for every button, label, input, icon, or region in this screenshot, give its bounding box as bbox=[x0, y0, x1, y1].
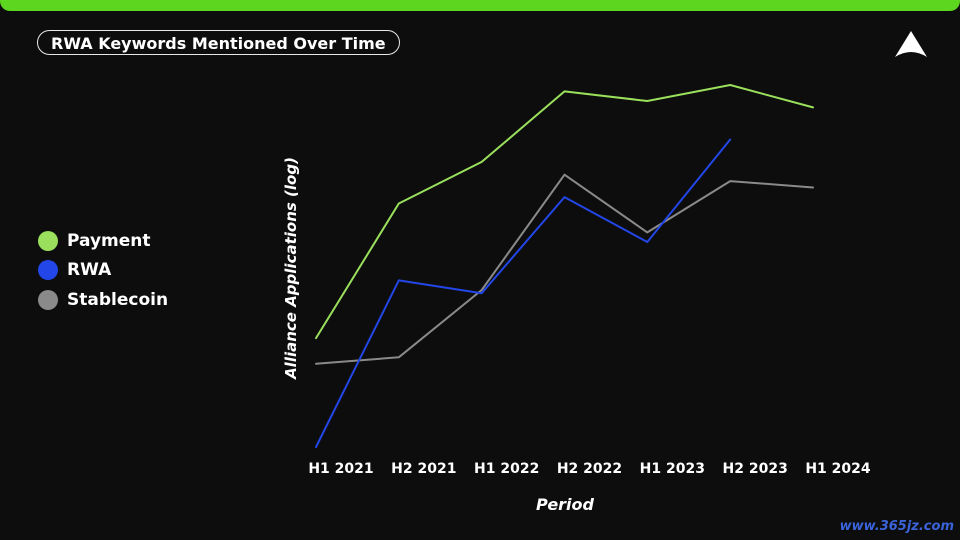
x-tick-label: H1 2024 bbox=[805, 461, 871, 477]
x-tick-label: H2 2021 bbox=[391, 461, 456, 477]
legend-swatch bbox=[38, 289, 58, 310]
x-tick-label: H1 2021 bbox=[308, 461, 373, 477]
series-line-rwa bbox=[315, 138, 732, 448]
legend-label: Stablecoin bbox=[67, 289, 169, 310]
x-tick-label: H2 2022 bbox=[557, 461, 622, 477]
legend-swatch bbox=[38, 260, 58, 281]
triangle-logo-icon bbox=[895, 31, 927, 57]
series-line-stablecoin bbox=[315, 173, 814, 365]
top-accent-bar bbox=[0, 0, 960, 11]
legend-item-rwa: RWA bbox=[38, 256, 168, 286]
legend-swatch bbox=[38, 230, 58, 251]
legend-item-stablecoin: Stablecoin bbox=[38, 285, 168, 315]
x-axis-label: Period bbox=[536, 495, 595, 514]
y-axis-label: Alliance Applications (log) bbox=[282, 157, 300, 380]
chart-legend: Payment RWA Stablecoin bbox=[38, 226, 168, 315]
x-tick-label: H1 2023 bbox=[640, 461, 705, 477]
series-line-payment bbox=[315, 84, 814, 340]
page-title: RWA Keywords Mentioned Over Time bbox=[37, 30, 400, 55]
x-tick-label: H2 2023 bbox=[723, 461, 788, 477]
watermark: www.365jz.com bbox=[839, 519, 954, 534]
legend-label: RWA bbox=[67, 260, 112, 281]
legend-item-payment: Payment bbox=[38, 226, 168, 256]
x-tick-label: H1 2022 bbox=[474, 461, 539, 477]
legend-label: Payment bbox=[67, 230, 151, 251]
